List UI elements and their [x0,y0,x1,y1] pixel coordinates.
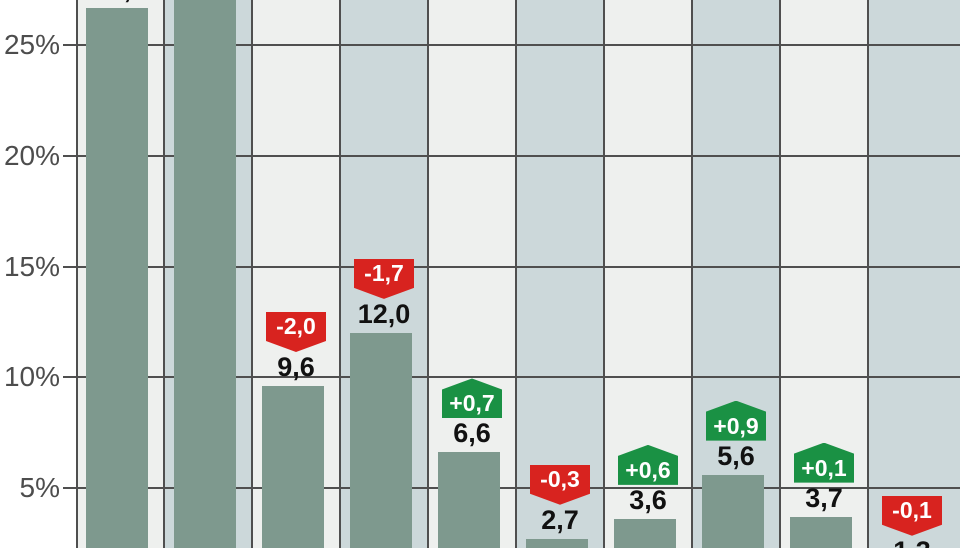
change-badge-label: +0,6 [625,456,671,483]
bar [262,386,324,548]
gridline-vertical [691,0,693,548]
bar-value-label: 1,3 [868,537,956,548]
y-axis-tick [63,44,76,47]
gridline-horizontal [76,486,960,489]
y-axis-tick [63,376,76,379]
gridline-vertical [76,0,78,548]
y-axis-label: 15% [3,250,60,282]
y-axis-tick [63,154,76,157]
gridline-vertical [427,0,429,548]
bar-value-label: 2,7 [541,504,579,535]
bar [350,332,412,548]
gridline-horizontal [76,376,960,379]
bar [86,7,148,548]
bar-value-label: 6,6 [453,418,491,449]
bar-value-label: 5,6 [717,440,755,471]
y-axis-label: 20% [3,139,60,171]
column-background [692,0,780,548]
gridline-vertical [339,0,341,548]
change-badge-label: -0,1 [892,496,932,523]
bar-value-label: 3,6 [629,484,667,515]
change-badge-label: -2,0 [276,313,316,340]
bar [614,518,676,548]
change-badge-label: +0,1 [801,454,847,481]
bar [790,516,852,548]
y-axis-label: 5% [19,471,60,503]
gridline-vertical [251,0,253,548]
change-badge-label: -0,3 [540,465,580,492]
bar-value-label: 26,7 [76,0,164,3]
bar-value-label: 9,6 [277,352,315,383]
column-background [868,0,960,548]
gridline-vertical [779,0,781,548]
y-axis-label: 10% [3,361,60,393]
y-axis-label: 25% [3,29,60,61]
gridline-horizontal [76,265,960,268]
bar [526,538,588,548]
y-axis-tick [63,265,76,268]
gridline-vertical [163,0,165,548]
gridline-horizontal [76,154,960,157]
column-background [516,0,604,548]
bar-value-label: 3,7 [805,482,843,513]
bar [702,474,764,548]
bar [438,452,500,548]
change-badge-label: -1,7 [364,259,404,286]
y-axis-tick [63,486,76,489]
bar-value-label: 12,0 [357,298,411,329]
gridline-vertical [603,0,605,548]
bar [174,0,236,548]
gridline-vertical [515,0,517,548]
gridline-vertical [867,0,869,548]
gridline-horizontal [76,44,960,47]
change-badge-label: +0,7 [449,390,495,417]
change-badge-label: +0,9 [713,412,759,439]
